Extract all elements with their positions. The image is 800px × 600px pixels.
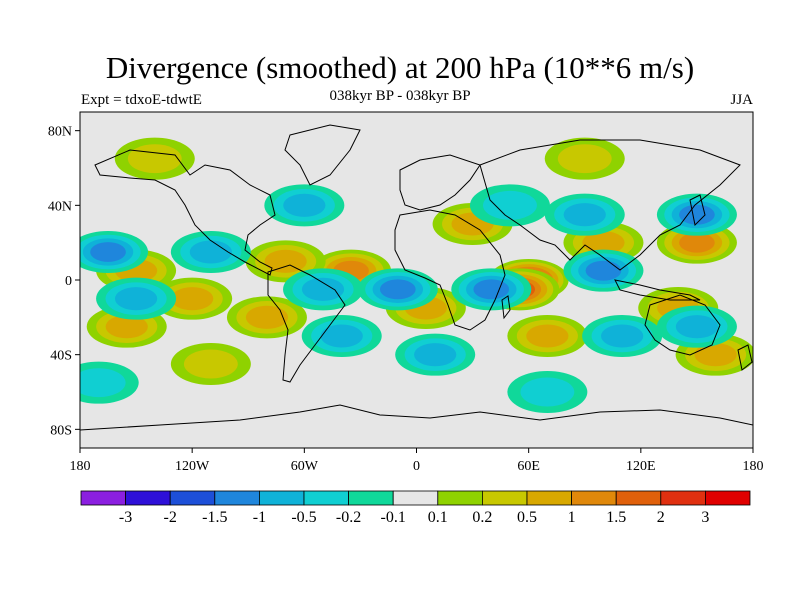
lon-tick-label: 180: [743, 459, 764, 474]
field-blob-17-level-1: [557, 144, 612, 174]
latitude-axis: 80N 40N 0 40S 80S: [48, 125, 80, 438]
colorbar-label: -1: [253, 509, 266, 526]
field-blob-28-level-2: [675, 315, 719, 339]
field-blob-10-level-2: [582, 231, 625, 255]
field-blob-13-level-2: [526, 324, 569, 348]
field-blob-30-level-2: [283, 193, 326, 217]
colorbar-swatch: [392, 490, 439, 506]
field-blob-25-level-2: [320, 324, 363, 348]
field-blob-34-level-1: [483, 190, 537, 220]
colorbar-label: 2: [657, 509, 665, 526]
colorbar: -3 -2 -1.5 -1 -0.5 -0.2 -0.1 0.1 0.2 0.5 1 1.5 2 3: [80, 490, 751, 526]
season-label: JJA: [730, 92, 753, 108]
colorbar-swatch: [80, 490, 126, 506]
colorbar-swatch: [303, 490, 349, 506]
lon-tick-label: 120W: [175, 459, 210, 474]
colorbar-label: -1.5: [202, 509, 227, 526]
field-blob-18-level-3: [379, 279, 416, 300]
field-blob-32-level-1: [520, 377, 575, 407]
indonesia-coast: [614, 279, 701, 301]
field-blob-21-level-2: [189, 240, 232, 264]
field-blob-23-level-3: [679, 204, 715, 225]
map-title: Divergence (smoothed) at 200 hPa (10**6 …: [105, 50, 695, 85]
field-blob-29-level-2: [114, 287, 158, 311]
field-blob-3-level-2: [264, 249, 307, 273]
divergence-field: [80, 137, 753, 413]
colorbar-label: -0.1: [381, 509, 406, 526]
field-blob-5-level-2: [171, 287, 214, 311]
field-blob-24-level-3: [473, 279, 510, 300]
field-blob-26-level-2: [414, 343, 457, 367]
field-blob-14-level-2: [694, 343, 737, 367]
period-label: 038kyr BP - 038kyr BP: [329, 88, 471, 104]
lat-tick-label: 80N: [48, 125, 72, 140]
field-blob-27-level-2: [601, 324, 644, 348]
lat-tick-label: 40S: [50, 349, 72, 364]
lon-tick-label: 120E: [626, 459, 656, 474]
africa-coast: [394, 209, 506, 331]
colorbar-label: 1.5: [606, 509, 626, 526]
lat-tick-label: 40N: [48, 199, 72, 214]
field-blob-20-level-3: [90, 242, 126, 262]
colorbar-label: -2: [164, 509, 177, 526]
colorbar-swatch: [526, 490, 572, 506]
field-blob-7-level-2: [245, 305, 289, 329]
coastlines: [80, 124, 753, 431]
north-america-coast: [94, 149, 276, 276]
colorbar-label: -3: [119, 509, 132, 526]
lon-tick-label: 60E: [517, 459, 540, 474]
experiment-label: Expt = tdxoE-tdwtE: [81, 92, 202, 108]
field-blob-6-level-2: [105, 315, 148, 339]
lat-tick-label: 0: [65, 274, 72, 289]
longitude-axis: 180 120W 60W 0 60E 120E 180: [70, 448, 764, 474]
lon-tick-label: 60W: [291, 459, 319, 474]
lon-tick-label: 180: [70, 459, 91, 474]
australia-coast: [644, 294, 721, 356]
colorbar-swatch: [571, 490, 617, 506]
colorbar-swatch: [615, 490, 662, 506]
colorbar-label: 0.2: [472, 509, 492, 526]
lon-tick-label: 0: [413, 459, 420, 474]
japan-coast: [689, 194, 706, 227]
europe-coast: [399, 154, 481, 211]
colorbar-label: 0.1: [428, 509, 448, 526]
colorbar-label: -0.5: [291, 509, 316, 526]
field-blob-19-level-2: [301, 277, 345, 301]
madagascar-coast: [501, 295, 511, 320]
greenland-coast: [284, 124, 361, 186]
field-blob-31-level-1: [80, 368, 126, 398]
colorbar-label: 1: [568, 509, 576, 526]
colorbar-label: -0.2: [336, 509, 361, 526]
field-blob-33-level-2: [563, 203, 606, 227]
colorbar-swatch: [348, 490, 394, 506]
antarctica-coast: [80, 404, 753, 431]
colorbar-label: 0.5: [517, 509, 537, 526]
colorbar-swatch: [660, 490, 706, 506]
field-blob-22-level-3: [585, 260, 622, 281]
field-blob-15-level-1: [183, 349, 238, 379]
field-blob-16-level-1: [127, 144, 182, 174]
colorbar-swatch: [125, 490, 171, 506]
colorbar-label: 3: [701, 509, 709, 526]
colorbar-swatch: [481, 490, 528, 506]
colorbar-swatch: [437, 490, 483, 506]
field-blob-11-level-3: [679, 232, 715, 253]
colorbar-swatch: [214, 490, 260, 506]
colorbar-swatch: [705, 490, 751, 506]
lat-tick-label: 80S: [50, 423, 72, 438]
colorbar-swatch: [258, 490, 305, 506]
south-america-coast: [267, 264, 346, 383]
asia-coast: [479, 139, 741, 271]
colorbar-swatch: [169, 490, 216, 506]
new-zealand-coast: [737, 344, 753, 371]
